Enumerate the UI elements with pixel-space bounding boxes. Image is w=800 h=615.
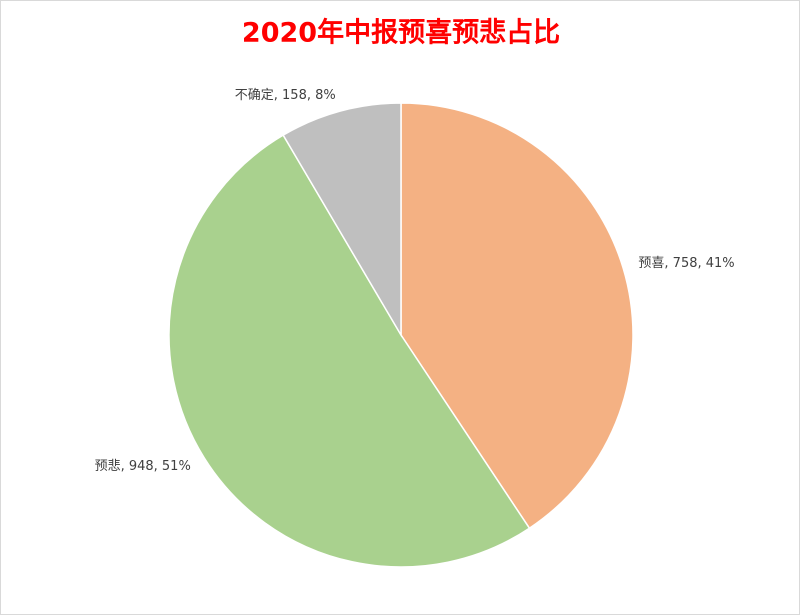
pie-slice	[168, 134, 531, 568]
data-label: 预悲, 948, 51%	[95, 458, 191, 474]
pie-slice	[282, 102, 402, 338]
data-label: 不确定, 158, 8%	[235, 88, 336, 103]
data-label: 预喜, 758, 41%	[638, 256, 734, 271]
chart-title: 2020年中报预喜预悲占比	[242, 17, 560, 49]
